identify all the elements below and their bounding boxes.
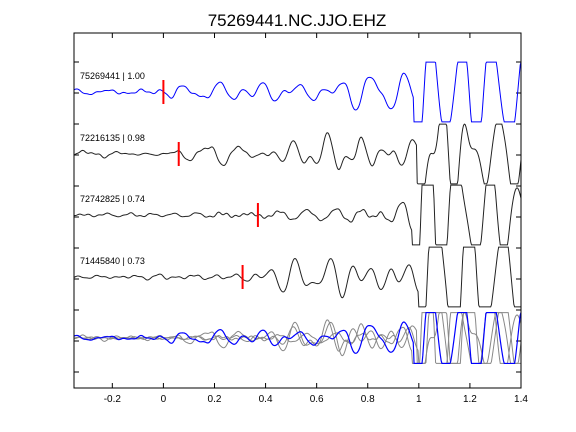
waveform-trace xyxy=(73,246,521,308)
plot-area xyxy=(73,33,522,388)
waveform-trace xyxy=(73,123,522,185)
x-tick-label: 0.4 xyxy=(259,394,273,405)
chart-title: 75269441.NC.JJO.EHZ xyxy=(208,11,387,30)
x-tick-label: 1.4 xyxy=(514,394,528,405)
overlay-trace xyxy=(73,312,521,364)
x-tick-label: 0 xyxy=(161,394,167,405)
trace-label: 71445840 | 0.73 xyxy=(80,256,145,266)
trace-label: 75269441 | 1.00 xyxy=(80,71,145,81)
x-tick-label: 0.2 xyxy=(208,394,222,405)
x-tick-label: 0.8 xyxy=(361,394,375,405)
trace-label: 72742825 | 0.74 xyxy=(80,194,145,204)
waveform-trace xyxy=(73,184,522,246)
x-tick-label: -0.2 xyxy=(104,394,122,405)
trace-label: 72216135 | 0.98 xyxy=(80,133,145,143)
plot-frame xyxy=(73,32,522,389)
x-tick-label: 1 xyxy=(416,394,422,405)
waveform-trace xyxy=(73,61,522,123)
overlay-trace-reference xyxy=(73,311,522,365)
x-tick-label: 1.2 xyxy=(463,394,477,405)
x-tick-label: 0.6 xyxy=(310,394,324,405)
